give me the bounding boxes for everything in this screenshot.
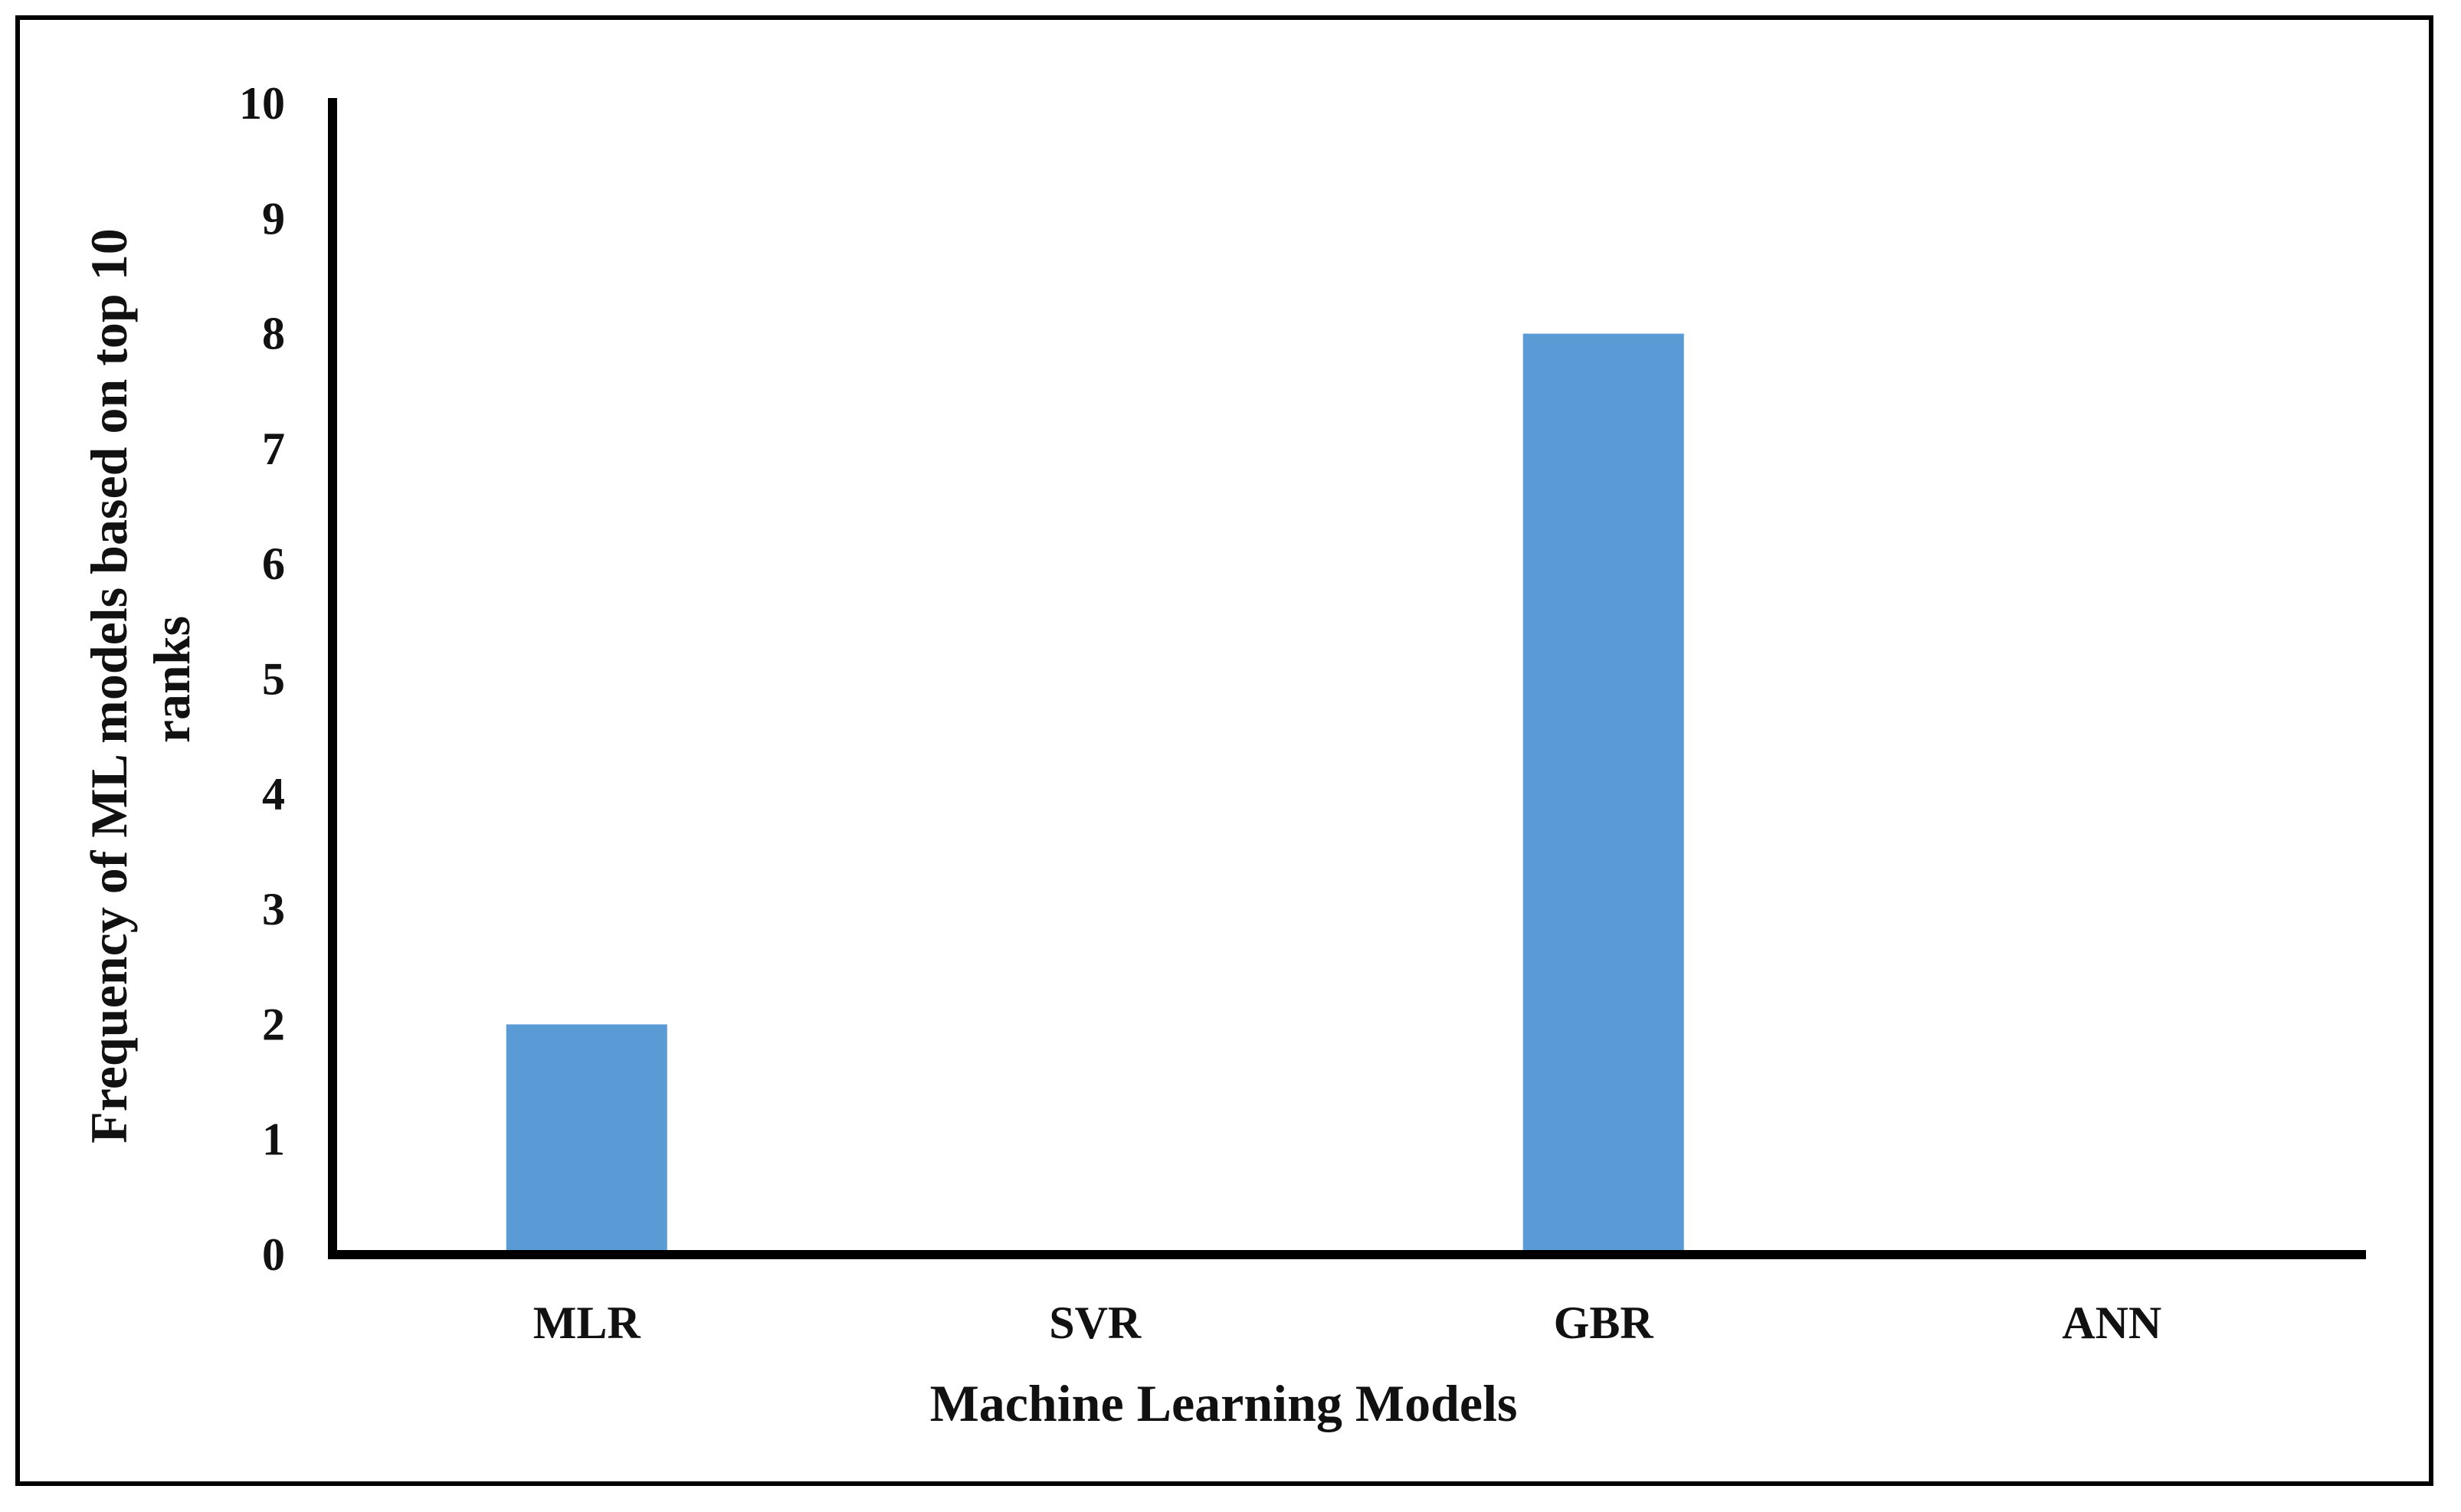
y-axis-title: Frequency of ML models based on top 10 r…: [80, 215, 201, 1143]
y-tick-label: 1: [262, 1114, 285, 1165]
x-tick-label: SVR: [1049, 1298, 1142, 1348]
chart-frame: [15, 15, 2433, 1486]
y-tick-label: 9: [262, 193, 285, 244]
x-axis-title: Machine Learning Models: [930, 1374, 1518, 1432]
x-tick-label: MLR: [533, 1298, 641, 1348]
y-tick-label: 10: [239, 78, 285, 129]
bar-mlr: [506, 1024, 667, 1255]
y-tick-label: 5: [262, 654, 285, 705]
y-tick-label: 3: [262, 884, 285, 934]
x-tick-label: ANN: [2062, 1298, 2161, 1348]
bars-layer: [506, 333, 1684, 1255]
axes-layer: [328, 98, 2366, 1259]
y-tick-label: 4: [262, 769, 285, 820]
y-tick-label: 0: [262, 1229, 285, 1280]
x-tick-labels: MLR SVR GBR ANN: [533, 1298, 2161, 1348]
y-tick-labels: 0 1 2 3 4 5 6 7 8 9 10: [239, 78, 285, 1280]
y-tick-label: 7: [262, 424, 285, 474]
y-axis-title-line-2: ranks: [143, 616, 201, 743]
y-axis-title-line-1: Frequency of ML models based on top 10: [80, 228, 138, 1143]
y-tick-label: 6: [262, 538, 285, 589]
y-tick-label: 8: [262, 309, 285, 359]
x-tick-label: GBR: [1554, 1298, 1654, 1348]
y-tick-label: 2: [262, 999, 285, 1049]
bar-gbr: [1522, 333, 1684, 1255]
